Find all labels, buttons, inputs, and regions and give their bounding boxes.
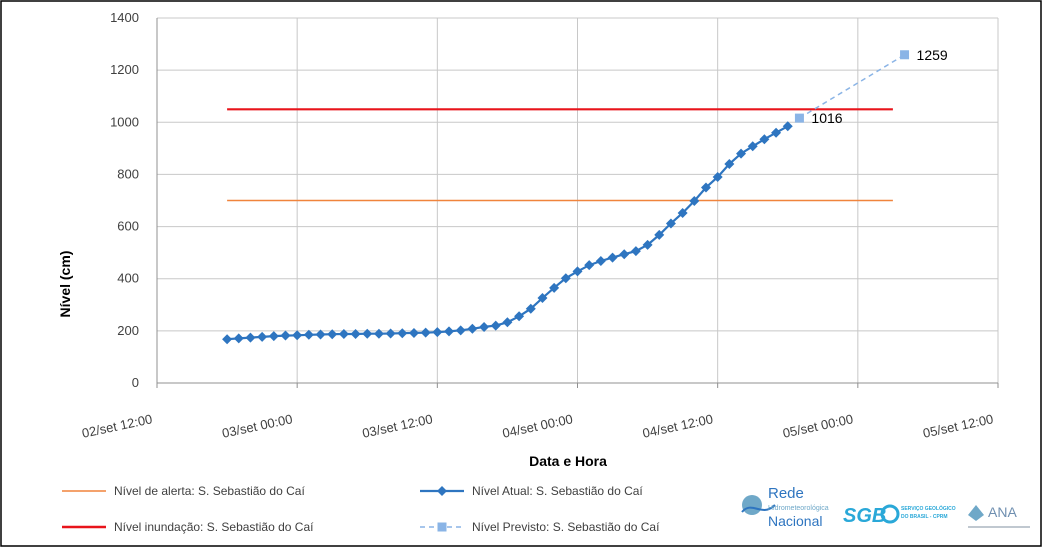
y-tick-label: 0 bbox=[132, 375, 139, 390]
series-layer bbox=[222, 50, 910, 345]
series-point-atual bbox=[782, 121, 793, 132]
rede-logo-bottom: Nacional bbox=[768, 513, 822, 529]
series-point-atual bbox=[455, 325, 466, 336]
legend-label-atual: Nível Atual: S. Sebastião do Caí bbox=[472, 484, 643, 498]
series-point-atual bbox=[759, 134, 770, 145]
legend-label-previsto: Nível Previsto: S. Sebastião do Caí bbox=[472, 520, 660, 534]
series-point-atual bbox=[292, 330, 303, 341]
rede-logo: Rede Hidrometeorológica Nacional bbox=[741, 485, 829, 529]
series-point-atual bbox=[736, 148, 747, 159]
series-point-atual bbox=[771, 127, 782, 138]
y-tick-label: 1200 bbox=[110, 62, 139, 77]
legend-marker-atual bbox=[437, 486, 447, 496]
legend-label-alerta: Nível de alerta: S. Sebastião do Caí bbox=[114, 484, 305, 498]
series-point-atual bbox=[397, 328, 408, 339]
legend-item-atual: Nível Atual: S. Sebastião do Caí bbox=[420, 484, 643, 498]
rede-logo-subtitle: Hidrometeorológica bbox=[768, 505, 829, 512]
series-point-atual bbox=[444, 326, 455, 337]
legend-item-inundacao: Nível inundação: S. Sebastião do Caí bbox=[62, 520, 314, 534]
series-point-atual bbox=[432, 327, 443, 338]
series-point-atual bbox=[222, 334, 233, 345]
series-point-atual bbox=[595, 255, 606, 266]
series-point-atual bbox=[338, 328, 349, 339]
x-axis-label: Data e Hora bbox=[529, 453, 607, 469]
series-point-atual bbox=[233, 333, 244, 344]
series-point-atual bbox=[712, 172, 723, 183]
series-point-atual bbox=[642, 239, 653, 250]
series-point-atual bbox=[408, 327, 419, 338]
series-point-atual bbox=[315, 329, 326, 340]
series-point-atual bbox=[630, 246, 641, 257]
series-point-atual bbox=[689, 196, 700, 207]
series-point-atual bbox=[537, 293, 548, 304]
series-point-atual bbox=[385, 328, 396, 339]
series-point-atual bbox=[607, 252, 618, 263]
logos: Rede Hidrometeorológica Nacional SGB SER… bbox=[741, 485, 1030, 529]
y-tick-label: 800 bbox=[117, 166, 139, 181]
series-point-atual bbox=[502, 317, 513, 328]
series-point-atual bbox=[467, 323, 478, 334]
sgb-logo-small-2: DO BRASIL - CPRM bbox=[901, 514, 948, 520]
rede-logo-wave bbox=[741, 504, 776, 513]
data-label: 1016 bbox=[811, 110, 842, 126]
series-point-atual bbox=[373, 328, 384, 339]
ana-logo: ANA bbox=[968, 504, 1030, 528]
series-point-previsto bbox=[794, 113, 804, 123]
series-point-atual bbox=[584, 260, 595, 271]
series-point-atual bbox=[245, 332, 256, 343]
y-tick-labels: 0 200 400 600 800 1000 1200 1400 bbox=[110, 10, 139, 390]
series-point-atual bbox=[654, 229, 665, 240]
y-tick-label: 200 bbox=[117, 323, 139, 338]
legend: Nível de alerta: S. Sebastião do Caí Níve… bbox=[62, 484, 660, 534]
y-tick-label: 1000 bbox=[110, 114, 139, 129]
legend-item-alerta: Nível de alerta: S. Sebastião do Caí bbox=[62, 484, 305, 498]
y-tick-label: 1400 bbox=[110, 10, 139, 25]
ana-logo-text: ANA bbox=[988, 504, 1017, 520]
series-point-atual bbox=[572, 266, 583, 277]
series-point-atual bbox=[268, 331, 279, 342]
series-point-atual bbox=[420, 327, 431, 338]
data-label: 1259 bbox=[917, 47, 948, 63]
y-axis-label: Nível (cm) bbox=[57, 251, 73, 318]
series-point-atual bbox=[560, 273, 571, 284]
series-point-atual bbox=[280, 330, 291, 341]
series-point-atual bbox=[677, 208, 688, 219]
sgb-logo-text: SGB bbox=[843, 505, 886, 527]
legend-item-previsto: Nível Previsto: S. Sebastião do Caí bbox=[420, 520, 660, 534]
series-point-atual bbox=[747, 141, 758, 152]
series-point-atual bbox=[700, 182, 711, 193]
series-point-atual bbox=[327, 329, 338, 340]
rede-logo-title: Rede bbox=[768, 485, 804, 502]
legend-marker-previsto bbox=[437, 522, 447, 532]
series-point-atual bbox=[362, 328, 373, 339]
sgb-logo-ring bbox=[880, 504, 900, 524]
legend-label-inundacao: Nível inundação: S. Sebastião do Caí bbox=[114, 520, 314, 534]
series-point-atual bbox=[257, 331, 268, 342]
series-point-atual bbox=[619, 249, 630, 260]
series-point-atual bbox=[490, 320, 501, 331]
series-point-atual bbox=[724, 159, 735, 169]
sgb-logo-small-1: SERVIÇO GEOLÓGICO bbox=[901, 504, 956, 512]
series-line-previsto bbox=[799, 54, 905, 119]
y-tick-label: 600 bbox=[117, 219, 139, 234]
series-point-atual bbox=[514, 311, 525, 322]
annotation-layer: 1016 1259 bbox=[811, 47, 947, 126]
series-point-atual bbox=[479, 321, 490, 332]
y-tick-label: 400 bbox=[117, 271, 139, 286]
series-point-atual bbox=[303, 329, 314, 340]
sgb-logo: SGB SERVIÇO GEOLÓGICO DO BRASIL - CPRM bbox=[843, 504, 956, 527]
ana-logo-mark bbox=[968, 505, 984, 521]
axes bbox=[156, 18, 999, 388]
series-point-atual bbox=[350, 328, 361, 339]
series-point-previsto bbox=[900, 50, 910, 60]
series-point-atual bbox=[665, 218, 676, 229]
rede-logo-globe bbox=[742, 495, 762, 515]
series-point-atual bbox=[549, 282, 560, 293]
series-point-atual bbox=[525, 303, 536, 314]
